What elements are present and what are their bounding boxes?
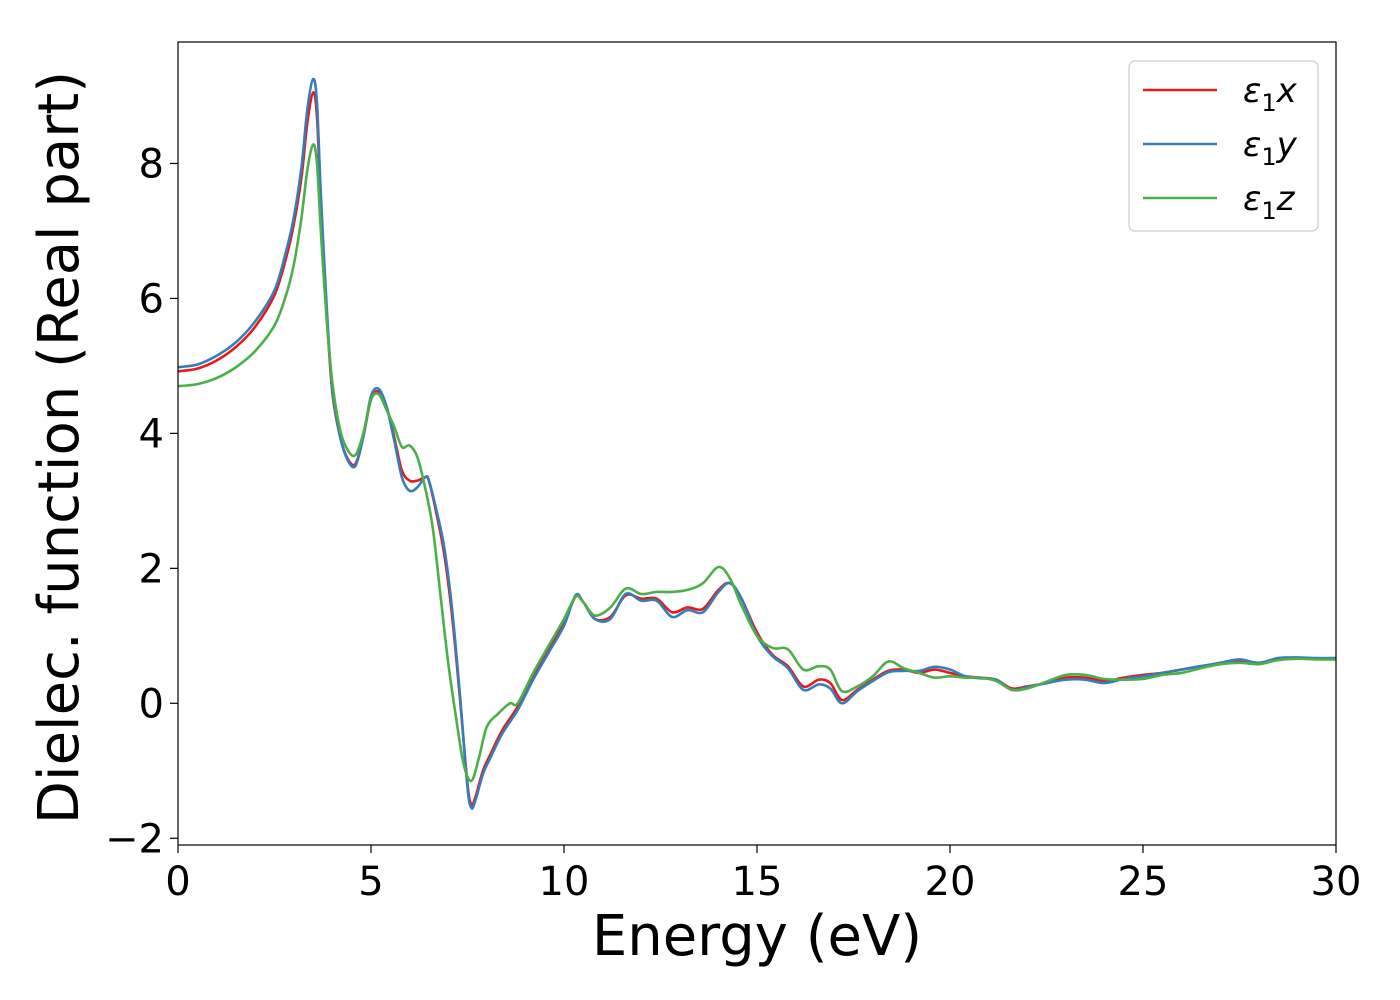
x-axis: 0 5 10 15 20 25 30 bbox=[165, 845, 1361, 905]
x-axis-label: Energy (eV) bbox=[592, 904, 922, 969]
y-tick-label: 8 bbox=[139, 141, 164, 187]
legend-variable: y bbox=[1276, 125, 1298, 165]
x-tick-label: 15 bbox=[732, 859, 783, 905]
y-axis-label: Dielec. function (Real part) bbox=[27, 71, 92, 824]
legend-epsilon: ε bbox=[1243, 179, 1261, 219]
x-tick-label: 25 bbox=[1118, 859, 1169, 905]
legend-epsilon: ε bbox=[1243, 71, 1261, 111]
x-tick-label: 10 bbox=[539, 859, 590, 905]
legend-variable: z bbox=[1276, 179, 1296, 219]
series-line-z bbox=[178, 143, 1336, 783]
x-tick-label: 0 bbox=[165, 859, 190, 905]
x-tick-label: 5 bbox=[358, 859, 383, 905]
legend-variable: x bbox=[1276, 71, 1298, 111]
y-tick-label: −2 bbox=[105, 816, 164, 862]
y-tick-label: 0 bbox=[139, 681, 164, 727]
x-tick-label: 20 bbox=[925, 859, 976, 905]
y-tick-label: 6 bbox=[139, 276, 164, 322]
y-axis: −2 0 2 4 6 8 bbox=[105, 141, 178, 862]
y-tick-label: 4 bbox=[139, 411, 164, 457]
y-tick-label: 2 bbox=[139, 546, 164, 592]
legend-entry-x: ε1x bbox=[1243, 71, 1298, 117]
series-layer bbox=[178, 77, 1336, 810]
legend-entry-y: ε1y bbox=[1243, 125, 1298, 171]
x-tick-label: 30 bbox=[1311, 859, 1362, 905]
legend-epsilon: ε bbox=[1243, 125, 1261, 165]
legend-subscript: 1 bbox=[1261, 143, 1276, 171]
legend-entry-z: ε1z bbox=[1243, 179, 1296, 225]
legend-subscript: 1 bbox=[1261, 197, 1276, 225]
legend-subscript: 1 bbox=[1261, 89, 1276, 117]
legend-box bbox=[1128, 60, 1319, 232]
